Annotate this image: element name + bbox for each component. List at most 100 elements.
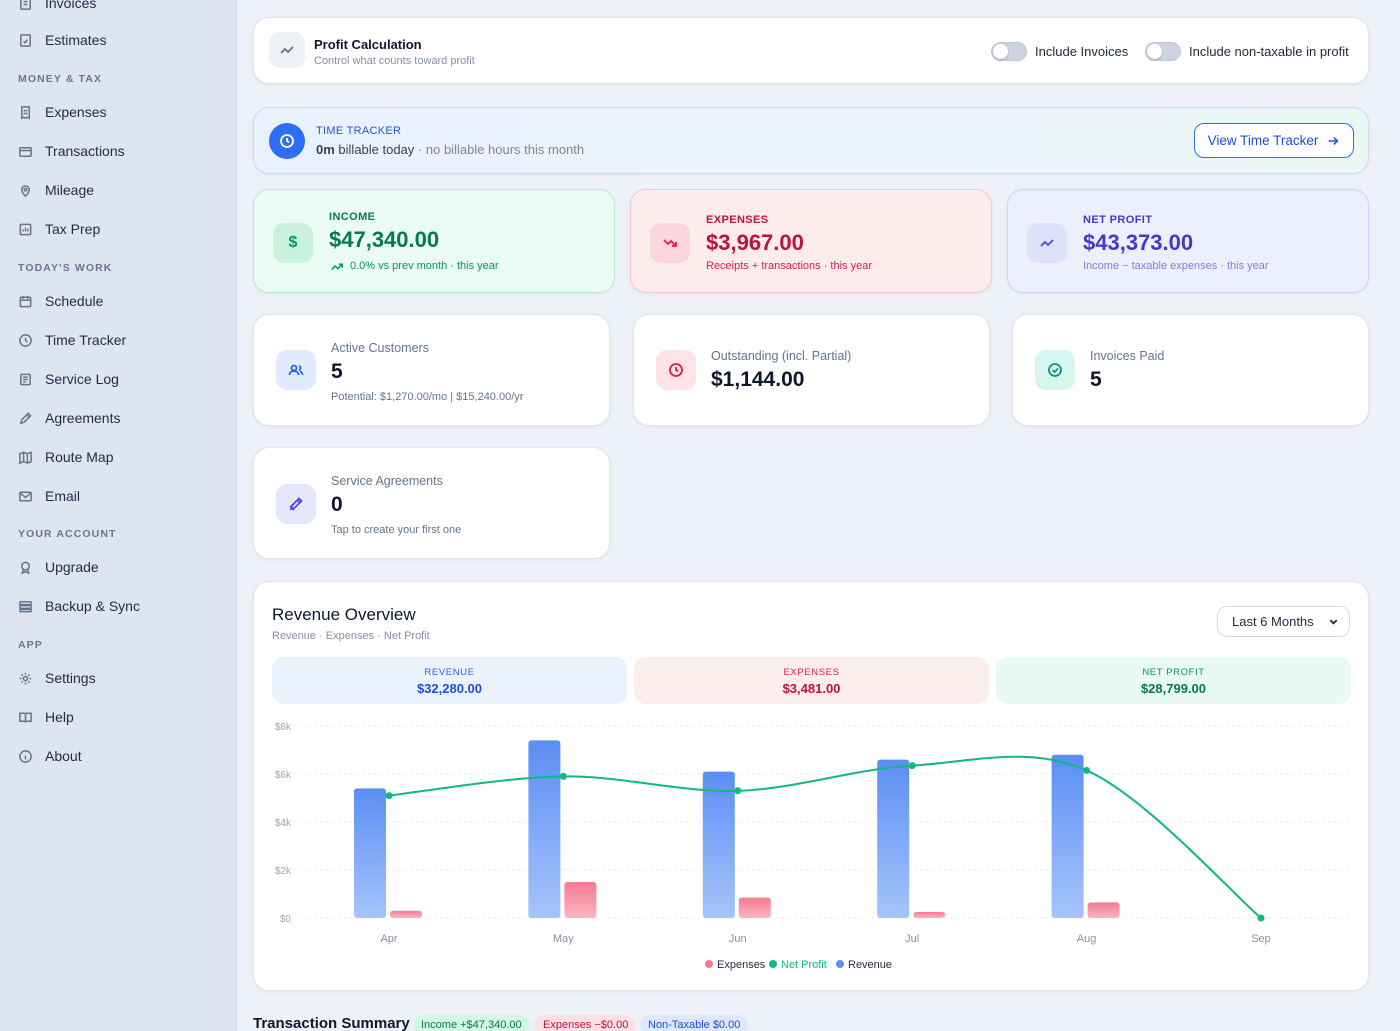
include-non-taxable-toggle[interactable] xyxy=(1145,42,1181,61)
legend-label: Net Profit xyxy=(781,959,827,971)
x-tick-label: May xyxy=(553,933,574,945)
gear-icon xyxy=(18,671,33,686)
x-tick-label: Apr xyxy=(380,933,397,945)
view-time-tracker-button[interactable]: View Time Tracker xyxy=(1194,123,1354,158)
sidebar-item-transactions[interactable]: Transactions xyxy=(18,139,125,163)
y-tick-label: $8k xyxy=(275,722,292,733)
billable-note: · no billable hours this month xyxy=(417,142,585,157)
sidebar-item-label: Settings xyxy=(45,670,96,686)
sidebar-item-label: Invoices xyxy=(45,0,97,11)
range-select[interactable]: Last 6 Months xyxy=(1217,606,1350,637)
expenses-bar xyxy=(1087,902,1120,918)
net-profit-point xyxy=(908,762,916,770)
mail-icon xyxy=(18,489,33,504)
sidebar-item-service-log[interactable]: Service Log xyxy=(18,367,119,391)
revenue-overview-card: Revenue Overview Revenue · Expenses · Ne… xyxy=(253,581,1369,991)
legend-label: Expenses xyxy=(717,959,766,971)
net-profit-label: NET PROFIT xyxy=(1083,214,1153,226)
sidebar-item-help[interactable]: Help xyxy=(18,705,74,729)
range-select-value: Last 6 Months xyxy=(1232,614,1314,629)
invoices-paid-label: Invoices Paid xyxy=(1090,349,1165,363)
sidebar-item-label: Upgrade xyxy=(45,559,99,575)
sidebar-item-label: Time Tracker xyxy=(45,332,127,348)
outstanding-value: $1,144.00 xyxy=(711,368,805,391)
y-tick-label: $0 xyxy=(280,914,292,925)
sidebar-item-about[interactable]: About xyxy=(18,744,82,768)
trend-up-icon xyxy=(331,263,344,271)
billable-hours: 0m xyxy=(316,142,335,157)
section-label-todays-work: TODAY'S WORK xyxy=(18,262,113,274)
revenue-chart: $0 $2k $4k $6k $8k Apr May Jun Jul Aug Sep Expens… xyxy=(275,722,1351,971)
sidebar-item-tax-prep[interactable]: Tax Prep xyxy=(18,217,100,241)
sidebar-item-invoices[interactable]: Invoices xyxy=(18,0,96,15)
expenses-bar xyxy=(913,912,946,918)
trend-icon xyxy=(1027,223,1067,263)
section-label-money-tax: MONEY & TAX xyxy=(18,73,103,85)
net-profit-point xyxy=(559,772,567,780)
invoices-paid-card[interactable]: Invoices Paid 5 xyxy=(1012,314,1369,426)
revenue-bar xyxy=(528,740,561,918)
dollar-icon: $ xyxy=(273,223,313,263)
legend-label: Revenue xyxy=(848,959,892,971)
include-invoices-toggle[interactable] xyxy=(991,42,1027,61)
net-profit-value: $43,373.00 xyxy=(1083,230,1194,255)
include-non-taxable-label: Include non-taxable in profit xyxy=(1189,44,1349,59)
legend-swatch xyxy=(769,960,777,968)
database-icon xyxy=(18,599,33,614)
view-time-tracker-label: View Time Tracker xyxy=(1207,133,1319,148)
service-agreements-sub: Tap to create your first one xyxy=(331,524,462,536)
expenses-value: $3,967.00 xyxy=(706,230,804,255)
sidebar-item-label: Expenses xyxy=(45,104,107,120)
sidebar-item-time-tracker[interactable]: Time Tracker xyxy=(18,328,126,352)
sidebar-item-settings[interactable]: Settings xyxy=(18,666,96,690)
estimate-icon xyxy=(18,33,33,48)
outstanding-card[interactable]: Outstanding (incl. Partial) $1,144.00 xyxy=(633,314,990,426)
sidebar-item-backup-sync[interactable]: Backup & Sync xyxy=(18,594,140,618)
income-card[interactable]: $ INCOME $47,340.00 0.0% vs prev month ·… xyxy=(253,189,615,293)
profit-calculation-card: Profit Calculation Control what counts t… xyxy=(253,17,1369,84)
expenses-bar xyxy=(738,897,771,918)
revenue-overview-title: Revenue Overview xyxy=(272,605,416,624)
sidebar-item-upgrade[interactable]: Upgrade xyxy=(18,555,99,579)
log-icon xyxy=(18,372,33,387)
sidebar-item-expenses[interactable]: Expenses xyxy=(18,100,106,124)
sidebar-item-estimates[interactable]: Estimates xyxy=(18,28,106,52)
x-tick-label: Jul xyxy=(905,933,919,945)
legend-swatch xyxy=(705,960,713,968)
sidebar-item-mileage[interactable]: Mileage xyxy=(18,178,94,202)
sidebar-item-schedule[interactable]: Schedule xyxy=(18,289,103,313)
invoice-icon xyxy=(18,0,33,11)
x-tick-label: Sep xyxy=(1251,933,1271,945)
pen-icon xyxy=(18,411,33,426)
sidebar-item-agreements[interactable]: Agreements xyxy=(18,406,120,430)
net-profit-summary-label: NET PROFIT xyxy=(1142,667,1205,678)
income-trend: 0.0% vs prev month · this year xyxy=(329,259,499,273)
arrow-right-icon xyxy=(1329,136,1339,145)
service-agreements-value: 0 xyxy=(331,493,343,516)
trend-icon xyxy=(269,32,305,68)
tax-icon xyxy=(18,222,33,237)
income-tag: Income +$47,340.00 xyxy=(413,1015,530,1031)
profit-calc-subtitle: Control what counts toward profit xyxy=(314,55,475,67)
sidebar-item-label: Backup & Sync xyxy=(45,598,140,614)
revenue-bar xyxy=(702,771,735,918)
sidebar-item-label: Schedule xyxy=(45,293,104,309)
net-profit-point xyxy=(734,787,742,795)
active-customers-sub: Potential: $1,270.00/mo | $15,240.00/yr xyxy=(331,391,524,403)
sidebar-item-route-map[interactable]: Route Map xyxy=(18,445,113,469)
net-profit-card[interactable]: NET PROFIT $43,373.00 Income − taxable e… xyxy=(1007,189,1369,293)
calendar-icon xyxy=(18,294,33,309)
transaction-summary-title: Transaction Summary xyxy=(253,1015,410,1031)
net-profit-summary-pill: NET PROFIT $28,799.00 xyxy=(996,657,1351,704)
expenses-card[interactable]: EXPENSES $3,967.00 Receipts + transactio… xyxy=(630,189,992,293)
legend-swatch xyxy=(836,960,844,968)
pen-icon xyxy=(276,484,316,524)
book-icon xyxy=(18,710,33,725)
invoices-paid-value: 5 xyxy=(1090,368,1102,391)
sidebar-item-email[interactable]: Email xyxy=(18,484,80,508)
service-agreements-card[interactable]: Service Agreements 0 Tap to create your … xyxy=(253,447,610,559)
income-sub: 0.0% vs prev month · this year xyxy=(350,260,499,272)
active-customers-value: 5 xyxy=(331,360,343,383)
y-tick-label: $2k xyxy=(275,866,292,877)
active-customers-card[interactable]: Active Customers 5 Potential: $1,270.00/… xyxy=(253,314,610,426)
